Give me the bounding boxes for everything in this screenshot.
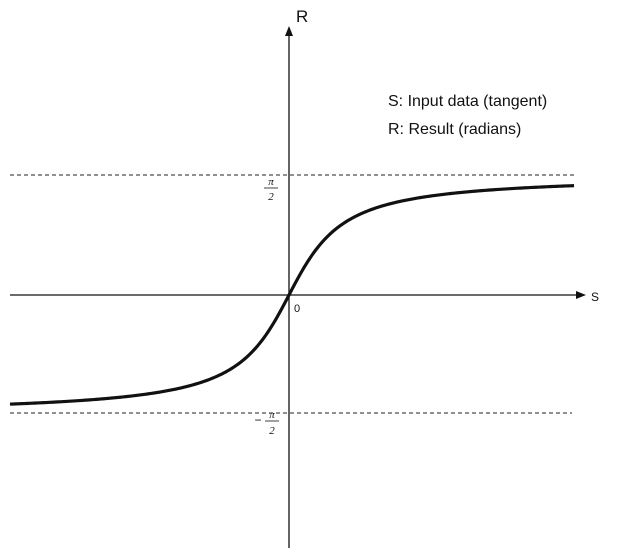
origin-label: 0 bbox=[294, 303, 300, 315]
x-axis-label: S bbox=[591, 290, 599, 304]
tick-sign: − bbox=[254, 413, 261, 427]
tick-denominator: 2 bbox=[269, 425, 275, 437]
legend-entry: S: Input data (tangent) bbox=[388, 93, 547, 110]
y-axis-arrow bbox=[285, 26, 293, 36]
tick-denominator: 2 bbox=[268, 191, 274, 203]
arctan-curve bbox=[9, 184, 575, 406]
y-axis-label: R bbox=[296, 7, 308, 26]
x-axis-arrow bbox=[576, 291, 586, 299]
legend-entry: R: Result (radians) bbox=[388, 121, 521, 138]
tick-numerator: π bbox=[268, 176, 274, 188]
tick-numerator: π bbox=[269, 409, 275, 421]
